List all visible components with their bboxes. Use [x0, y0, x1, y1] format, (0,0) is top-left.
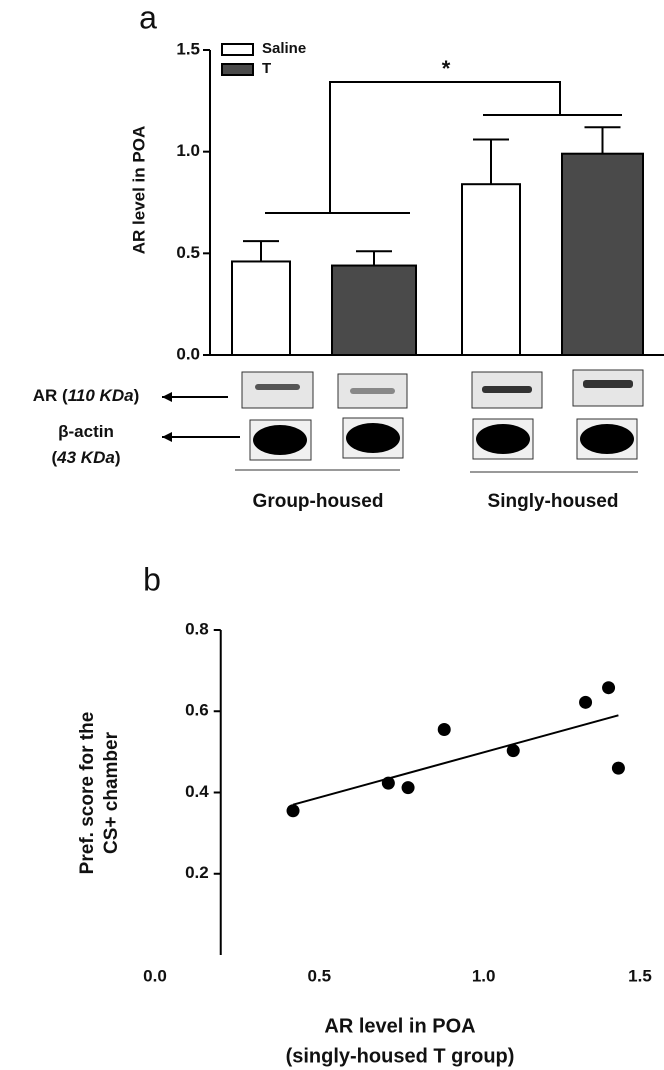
- scatter-point: [602, 681, 615, 694]
- legend-label: Saline: [262, 40, 306, 57]
- bar: [462, 184, 520, 355]
- y-axis-label: Pref. score for the: [77, 712, 98, 875]
- x-axis-label: (singly-housed T group): [286, 1045, 515, 1067]
- y-tick-label: 0.4: [185, 782, 209, 801]
- scatter-point: [402, 781, 415, 794]
- scatter-point: [579, 696, 592, 709]
- x-axis-label: AR level in POA: [324, 1015, 475, 1037]
- blot-label-part: 43 KDa: [56, 448, 115, 467]
- blot-label-part: 110 KDa: [68, 386, 134, 405]
- bar: [562, 154, 643, 355]
- scatter-point: [382, 777, 395, 790]
- y-axis-label: AR level in POA: [129, 126, 148, 254]
- y-tick-label: 0.0: [176, 344, 200, 363]
- bar: [232, 261, 290, 355]
- scatter-point: [287, 804, 300, 817]
- y-tick-label: 0.6: [185, 701, 209, 720]
- y-tick-label: 0.2: [185, 863, 209, 882]
- fit-line: [293, 715, 618, 804]
- panel-label: b: [143, 561, 161, 597]
- figure: a AR level in POA 0.0 0.5 1.0 1.5 Group-housed…: [0, 0, 664, 1070]
- y-tick-label: 1.0: [176, 141, 200, 160]
- legend-swatch: [222, 44, 253, 55]
- y-axis-label: CS+ chamber: [101, 731, 122, 854]
- x-category-label: Singly-housed: [488, 491, 619, 512]
- y-tick-label: 0.5: [176, 243, 200, 262]
- y-tick-label: 0.8: [185, 619, 209, 638]
- blot-label: β-actin: [58, 422, 114, 441]
- scatter-point: [612, 762, 625, 775]
- significance-annotation: *: [442, 56, 451, 81]
- y-tick-label: 1.5: [176, 39, 200, 58]
- blot-label: AR (110 KDa): [33, 386, 139, 405]
- bar: [332, 266, 416, 355]
- x-tick-label: 1.0: [472, 966, 496, 985]
- western-blots: [162, 370, 643, 472]
- x-tick-label: 0.5: [308, 966, 332, 985]
- blot-label-part: AR (: [33, 386, 68, 405]
- x-tick-label: 0.0: [143, 966, 167, 985]
- blot-label-part: ): [115, 448, 121, 467]
- blot-label: (43 KDa): [52, 448, 121, 467]
- x-category-label: Group-housed: [253, 491, 384, 512]
- blot-label-part: ): [134, 386, 140, 405]
- legend-label: T: [262, 60, 271, 77]
- legend-swatch: [222, 64, 253, 75]
- panel-label: a: [139, 0, 157, 35]
- x-tick-label: 1.5: [628, 966, 652, 985]
- scatter-point: [507, 744, 520, 757]
- scatter-point: [438, 723, 451, 736]
- blot-label-part: β-actin: [58, 422, 114, 441]
